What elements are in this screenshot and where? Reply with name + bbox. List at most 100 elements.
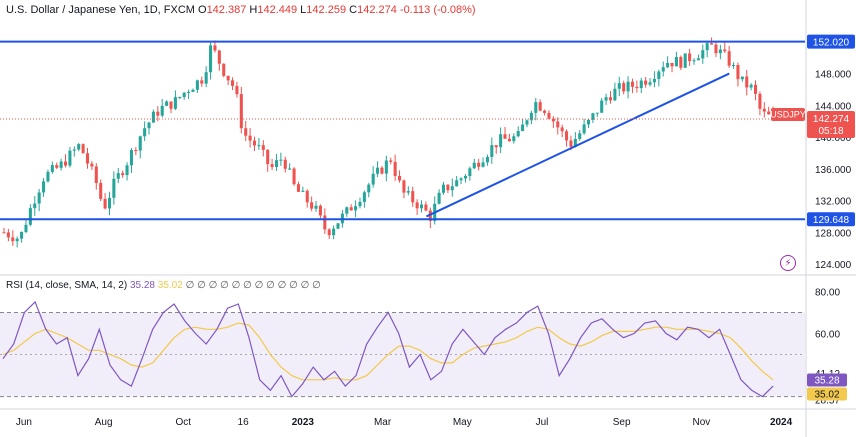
candle-body bbox=[657, 71, 661, 79]
na-marker: ∅ bbox=[243, 280, 255, 291]
candle-body bbox=[367, 184, 371, 193]
candle-body bbox=[371, 173, 375, 185]
bolt-icon[interactable]: ⚡ bbox=[780, 255, 796, 271]
candle-body bbox=[525, 120, 529, 125]
candle-body bbox=[37, 192, 41, 204]
candle-body bbox=[169, 101, 173, 109]
candle-body bbox=[437, 192, 441, 204]
candle-body bbox=[217, 50, 221, 64]
candle-body bbox=[336, 223, 340, 229]
na-marker: ∅ bbox=[231, 280, 244, 291]
change-value: -0.113 (-0.08%) bbox=[399, 4, 476, 16]
candle-body bbox=[6, 232, 10, 238]
candle-body bbox=[521, 124, 525, 132]
candle-body bbox=[103, 198, 107, 209]
candle-body bbox=[710, 43, 714, 45]
candle-body bbox=[222, 63, 226, 76]
candle-body bbox=[94, 166, 98, 183]
price-axis[interactable]: 148.000 144.000 140.000 136.000 132.000 128.0… bbox=[807, 34, 855, 271]
candle-body bbox=[85, 153, 90, 164]
candle-body bbox=[151, 111, 155, 123]
candle-body bbox=[239, 94, 243, 129]
candle-body bbox=[129, 150, 133, 166]
candle-body bbox=[582, 124, 586, 134]
price-tick-label: 124.000 bbox=[815, 260, 852, 271]
candle-body bbox=[556, 121, 560, 128]
candle-body bbox=[384, 160, 388, 174]
candle-body bbox=[635, 86, 639, 89]
time-axis[interactable]: Jun Aug Oct 16 2023 Mar May Jul Sep Nov 2024 bbox=[16, 417, 793, 428]
candle-body bbox=[419, 204, 424, 209]
candle-body bbox=[99, 182, 103, 199]
candle-body bbox=[349, 207, 353, 211]
candle-body bbox=[529, 112, 533, 121]
candle-body bbox=[72, 149, 76, 151]
level-tag bbox=[807, 212, 855, 227]
candle-body bbox=[261, 145, 265, 150]
candle-body bbox=[586, 119, 591, 125]
low-label: L bbox=[300, 4, 307, 16]
candle-body bbox=[173, 97, 177, 109]
candle-body bbox=[644, 80, 648, 85]
candle-body bbox=[310, 202, 314, 209]
candle-body bbox=[762, 108, 766, 112]
candle-body bbox=[516, 131, 520, 137]
candle-body bbox=[705, 43, 709, 51]
rsi-legend-value: 35.28 bbox=[129, 280, 155, 291]
rsi-pane[interactable] bbox=[0, 300, 805, 398]
candle-body bbox=[608, 97, 613, 101]
candle-body bbox=[424, 204, 428, 211]
time-tick-label: Jun bbox=[16, 417, 32, 428]
price-tick-label: 132.000 bbox=[815, 197, 852, 208]
open-label: O bbox=[198, 4, 207, 16]
level-tag-label: 152.020 bbox=[813, 38, 850, 49]
candle-body bbox=[578, 133, 582, 139]
candle-body bbox=[455, 180, 459, 187]
last-price-label: 142.274 bbox=[813, 114, 850, 125]
candle-body bbox=[402, 180, 406, 193]
rsi-tick-label: 60.00 bbox=[815, 329, 840, 340]
candle-body bbox=[499, 134, 503, 148]
candle-body bbox=[160, 105, 164, 116]
candle-body bbox=[55, 165, 59, 168]
candle-body bbox=[613, 88, 617, 101]
candle-body bbox=[534, 102, 538, 113]
price-tick-label: 144.000 bbox=[815, 101, 852, 112]
countdown-label: 05:18 bbox=[818, 126, 843, 137]
candle-body bbox=[688, 53, 692, 62]
candle-body bbox=[679, 56, 683, 68]
candle-body bbox=[459, 178, 463, 181]
na-marker: ∅ bbox=[300, 280, 313, 291]
candle-body bbox=[20, 231, 24, 239]
candle-body bbox=[666, 62, 670, 68]
candle-body bbox=[301, 190, 305, 192]
price-tick-label: 128.000 bbox=[815, 228, 852, 239]
rsi-sma-line bbox=[2, 322, 774, 381]
candle-body bbox=[28, 208, 32, 225]
candle-body bbox=[270, 164, 274, 168]
candle-body bbox=[727, 51, 731, 66]
candle-body bbox=[266, 149, 270, 165]
low-value: 142.259 bbox=[306, 4, 347, 16]
candle-body bbox=[648, 82, 652, 85]
candle-body bbox=[600, 100, 604, 113]
candle-body bbox=[318, 205, 322, 216]
open-value: 142.387 bbox=[206, 4, 247, 16]
candle-body bbox=[231, 80, 235, 86]
rsi-line bbox=[2, 300, 774, 398]
candle-body bbox=[68, 150, 72, 166]
candle-body bbox=[116, 173, 120, 179]
candle-body bbox=[749, 84, 753, 88]
rsi-value-label: 35.28 bbox=[814, 375, 839, 386]
candle-body bbox=[626, 81, 630, 92]
candle-body bbox=[701, 50, 705, 59]
candle-body bbox=[274, 160, 279, 168]
candle-body bbox=[248, 135, 252, 141]
candle-body bbox=[661, 67, 665, 72]
candle-body bbox=[195, 80, 199, 90]
candle-body bbox=[112, 178, 116, 198]
time-tick-label: Mar bbox=[374, 417, 392, 428]
